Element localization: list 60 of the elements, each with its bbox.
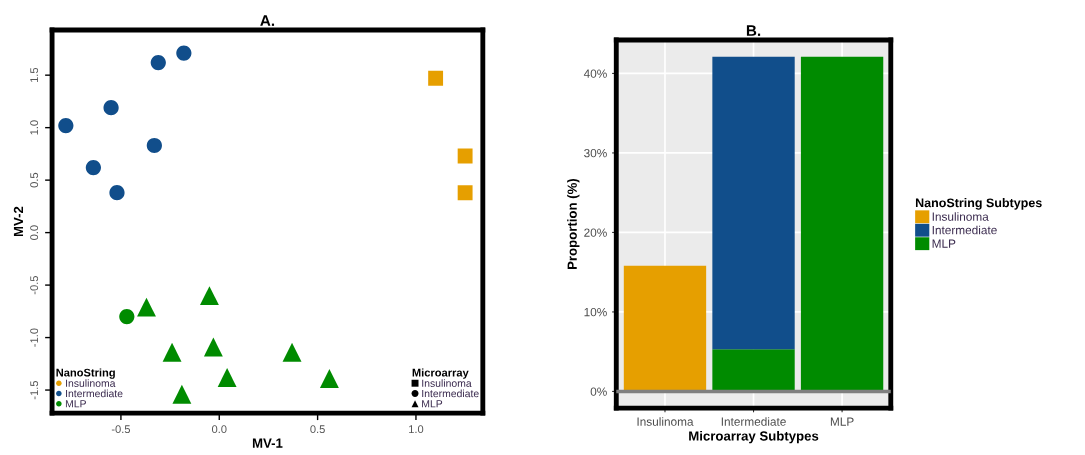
- y-tick-label: 30%: [584, 148, 607, 158]
- bar: [712, 349, 795, 392]
- chart-title: B.: [746, 25, 761, 36]
- point: [146, 137, 162, 154]
- point: [137, 297, 156, 317]
- chart-title: A.: [260, 15, 275, 26]
- point: [428, 70, 444, 86]
- text: NanoString: [56, 368, 115, 379]
- point: [282, 342, 302, 362]
- point: [199, 286, 219, 306]
- x-tick-label: Insulinoma: [637, 417, 694, 426]
- x-tick-label: 0.5: [310, 425, 325, 434]
- point: [119, 308, 135, 325]
- legend-label: MLP: [65, 400, 86, 408]
- point: [109, 185, 125, 201]
- point: [85, 159, 101, 176]
- legend-label: Intermediate: [66, 389, 123, 398]
- text: Insulinoma: [422, 379, 472, 387]
- point: [172, 384, 192, 404]
- point: [150, 54, 166, 71]
- point: [457, 148, 473, 164]
- legend-title: NanoString Subtypes: [915, 198, 1042, 210]
- y-tick-label: 0.0: [30, 225, 39, 240]
- y-tick-label: 40%: [583, 69, 607, 78]
- y-tick-label: -1.5: [30, 380, 39, 400]
- point: [203, 337, 223, 357]
- point: [176, 45, 192, 61]
- text: Intermediate: [422, 389, 479, 398]
- y-tick-label: -1.0: [30, 328, 39, 347]
- bar: [712, 56, 795, 350]
- y-tick-label: 20%: [584, 228, 607, 237]
- legend-label: MLP: [932, 239, 956, 248]
- y-tick-label: 1.0: [30, 120, 39, 135]
- point: [103, 100, 119, 116]
- x-tick-label: Intermediate: [721, 417, 786, 426]
- x-tick-label: 0.0: [211, 425, 227, 434]
- x-axis-title: MV-1: [252, 438, 283, 448]
- y-tick-label: -0.5: [30, 275, 39, 295]
- point: [319, 369, 339, 388]
- point: [457, 185, 473, 201]
- x-tick-label: MLP: [830, 417, 854, 426]
- point: [162, 342, 182, 362]
- legend-label: Intermediate: [932, 225, 997, 235]
- text: Microarray: [412, 368, 469, 379]
- y-axis-title: MV-2: [13, 206, 24, 237]
- point: [58, 117, 74, 134]
- point: [217, 368, 237, 387]
- y-tick-label: 1.5: [30, 67, 39, 83]
- text: MLP: [422, 400, 443, 408]
- x-axis-title: Microarray Subtypes: [689, 430, 819, 444]
- y-axis-title: Proportion (%): [567, 178, 580, 270]
- legend-label: Insulinoma: [932, 212, 989, 221]
- legend-label: Insulinoma: [66, 379, 116, 387]
- bar: [800, 56, 884, 392]
- x-tick-label: -0.5: [111, 425, 131, 434]
- y-tick-label: 0%: [590, 387, 607, 396]
- y-tick-label: 10%: [584, 307, 607, 317]
- y-tick-label: 0.5: [30, 172, 39, 188]
- x-tick-label: 1.0: [409, 425, 424, 434]
- bar: [623, 265, 707, 392]
